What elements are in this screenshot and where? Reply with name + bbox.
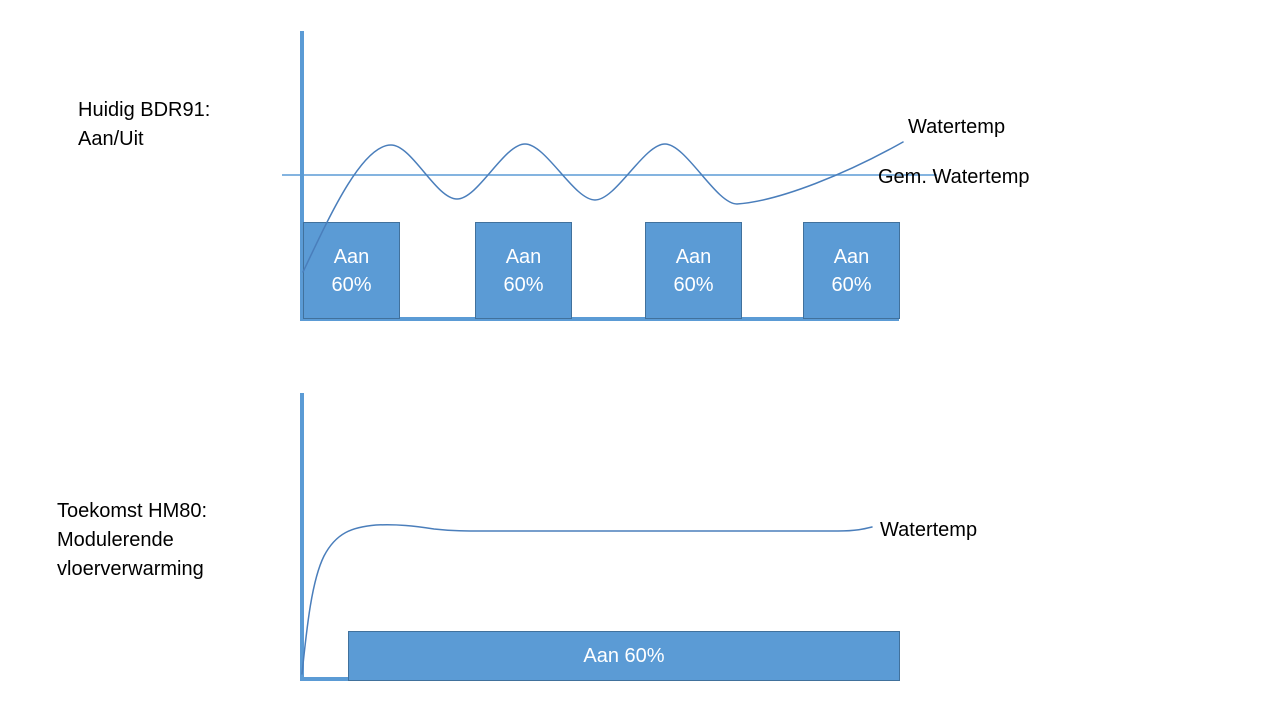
on-pulse-box-3: Aan 60% — [645, 222, 742, 319]
modulating-watertemp-curve — [301, 524, 873, 675]
on-pulse-box-4-line2: 60% — [831, 273, 872, 296]
on-pulse-box-2: Aan 60% — [475, 222, 572, 319]
on-pulse-box-2-line2: 60% — [503, 273, 544, 296]
on-pulse-box-1-line1: Aan — [333, 245, 370, 268]
on-pulse-box-1: Aan 60% — [303, 222, 400, 319]
top-watertemp-label: Watertemp — [908, 116, 1006, 138]
gem-watertemp-label: Gem. Watertemp — [878, 166, 1030, 188]
on-pulse-box-3-line2: 60% — [673, 273, 714, 296]
on-pulse-box-4-line1: Aan — [833, 245, 870, 268]
on-pulse-box-3-line1: Aan — [675, 245, 712, 268]
bottom-watertemp-label: Watertemp — [880, 519, 978, 541]
bottom-chart-title: Toekomst HM80: Modulerende vloerverwarmi… — [57, 497, 207, 584]
bottom-chart-title-line2: Modulerende — [57, 529, 174, 551]
bottom-chart-title-line1: Toekomst HM80: — [57, 500, 208, 522]
top-chart-title-line1: Huidig BDR91: — [78, 99, 211, 121]
on-pulse-box-2-line1: Aan — [505, 245, 542, 268]
bottom-chart-title-line3: vloerverwarming — [57, 558, 204, 580]
top-chart-title-line2: Aan/Uit — [78, 128, 144, 150]
oscillating-watertemp-curve — [302, 141, 904, 273]
top-chart-title: Huidig BDR91: Aan/Uit — [78, 96, 210, 154]
on-pulse-box-1-line2: 60% — [331, 273, 372, 296]
on-pulse-box-4: Aan 60% — [803, 222, 900, 319]
modulating-on-bar-label: Aan 60% — [583, 644, 665, 667]
modulating-on-bar: Aan 60% — [348, 631, 900, 681]
